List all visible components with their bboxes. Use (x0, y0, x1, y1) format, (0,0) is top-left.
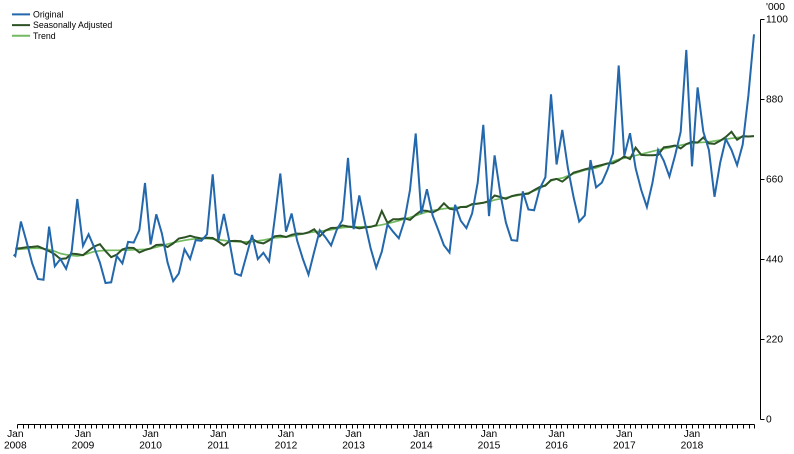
svg-text:Jan: Jan (481, 429, 497, 440)
svg-text:0: 0 (766, 415, 772, 426)
svg-text:Jan: Jan (345, 429, 361, 440)
svg-text:Jan: Jan (684, 429, 700, 440)
svg-text:220: 220 (766, 335, 783, 346)
svg-text:Jan: Jan (278, 429, 294, 440)
svg-text:Jan: Jan (616, 429, 632, 440)
svg-text:2014: 2014 (410, 441, 433, 452)
svg-text:Jan: Jan (548, 429, 564, 440)
svg-text:2016: 2016 (545, 441, 568, 452)
svg-text:Jan: Jan (7, 429, 23, 440)
svg-text:Jan: Jan (210, 429, 226, 440)
svg-text:660: 660 (766, 175, 783, 186)
svg-text:2018: 2018 (681, 441, 704, 452)
svg-text:2008: 2008 (4, 441, 27, 452)
svg-text:2013: 2013 (342, 441, 365, 452)
svg-text:Trend: Trend (33, 31, 56, 41)
svg-text:2017: 2017 (613, 441, 636, 452)
svg-text:1100: 1100 (766, 15, 788, 26)
svg-text:Jan: Jan (75, 429, 91, 440)
svg-text:Jan: Jan (142, 429, 158, 440)
svg-text:2010: 2010 (139, 441, 162, 452)
svg-text:2009: 2009 (72, 441, 95, 452)
svg-text:2015: 2015 (478, 441, 501, 452)
svg-text:Jan: Jan (413, 429, 429, 440)
svg-text:880: 880 (766, 95, 783, 106)
svg-text:440: 440 (766, 255, 783, 266)
svg-text:'000: '000 (766, 2, 785, 13)
svg-text:2011: 2011 (207, 441, 229, 452)
svg-text:Seasonally Adjusted: Seasonally Adjusted (33, 20, 112, 30)
svg-text:2012: 2012 (275, 441, 298, 452)
svg-text:Original: Original (33, 10, 63, 20)
